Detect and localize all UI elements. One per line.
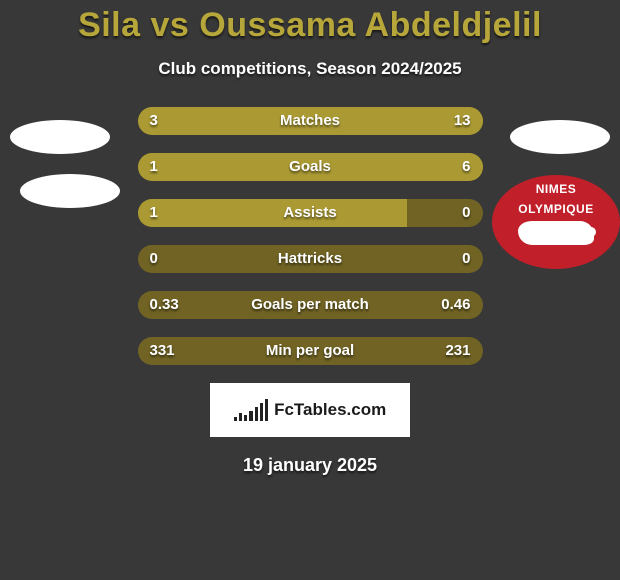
stat-label: Min per goal — [138, 337, 483, 365]
page-title: Sila vs Oussama Abdeldjelil — [0, 0, 620, 45]
subtitle: Club competitions, Season 2024/2025 — [0, 59, 620, 79]
infographic-canvas: Sila vs Oussama Abdeldjelil Club competi… — [0, 0, 620, 580]
stat-label: Assists — [138, 199, 483, 227]
date-text: 19 january 2025 — [0, 455, 620, 476]
stat-label: Goals per match — [138, 291, 483, 319]
comparison-bars: 313Matches 16Goals 10Assists 00Hattricks 0.3… — [0, 107, 620, 365]
branding-bars-icon — [234, 399, 268, 421]
branding-label: FcTables.com — [274, 400, 386, 420]
stat-label: Hattricks — [138, 245, 483, 273]
stat-row: 313Matches — [138, 107, 483, 135]
stat-row: 00Hattricks — [138, 245, 483, 273]
branding-box: FcTables.com — [210, 383, 410, 437]
stat-label: Goals — [138, 153, 483, 181]
stat-label: Matches — [138, 107, 483, 135]
stat-row: 10Assists — [138, 199, 483, 227]
stat-row: 331231Min per goal — [138, 337, 483, 365]
stat-row: 0.330.46Goals per match — [138, 291, 483, 319]
stat-row: 16Goals — [138, 153, 483, 181]
